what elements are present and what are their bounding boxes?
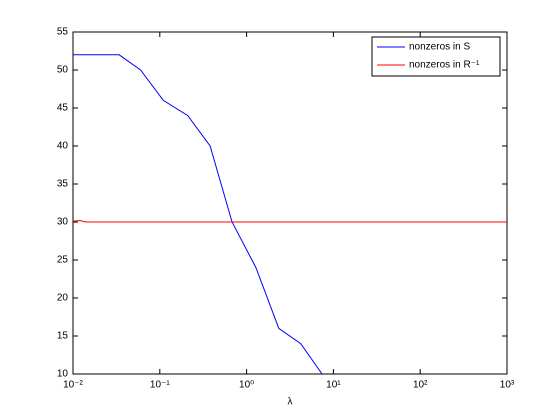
plot-area: [72, 31, 508, 375]
x-tick-label: 10⁰: [239, 380, 254, 391]
y-tick-label: 55: [57, 27, 69, 38]
y-tick-label: 40: [57, 141, 69, 152]
x-tick-label: 10²: [413, 380, 428, 391]
series-line: [73, 219, 507, 223]
y-tick-label: 50: [57, 65, 69, 76]
x-tick-label: 10³: [500, 380, 515, 391]
legend-label: nonzeros in S: [409, 42, 470, 53]
y-tick-label: 45: [57, 103, 69, 114]
y-tick-label: 30: [57, 217, 69, 228]
y-tick-label: 10: [57, 369, 69, 380]
legend-box: [371, 36, 501, 77]
x-axis-label: λ: [288, 397, 293, 408]
y-tick-label: 20: [57, 293, 69, 304]
y-tick-label: 15: [57, 331, 69, 342]
legend-label: nonzeros in R⁻¹: [409, 60, 480, 71]
x-tick-label: 10⁻¹: [150, 380, 170, 391]
legend: nonzeros in S nonzeros in R⁻¹: [371, 36, 501, 77]
x-tick-label: 10⁻²: [63, 380, 83, 391]
y-tick-label: 35: [57, 179, 69, 190]
x-tick-label: 10¹: [326, 380, 341, 391]
y-tick-label: 25: [57, 255, 69, 266]
series-line: [73, 54, 323, 374]
